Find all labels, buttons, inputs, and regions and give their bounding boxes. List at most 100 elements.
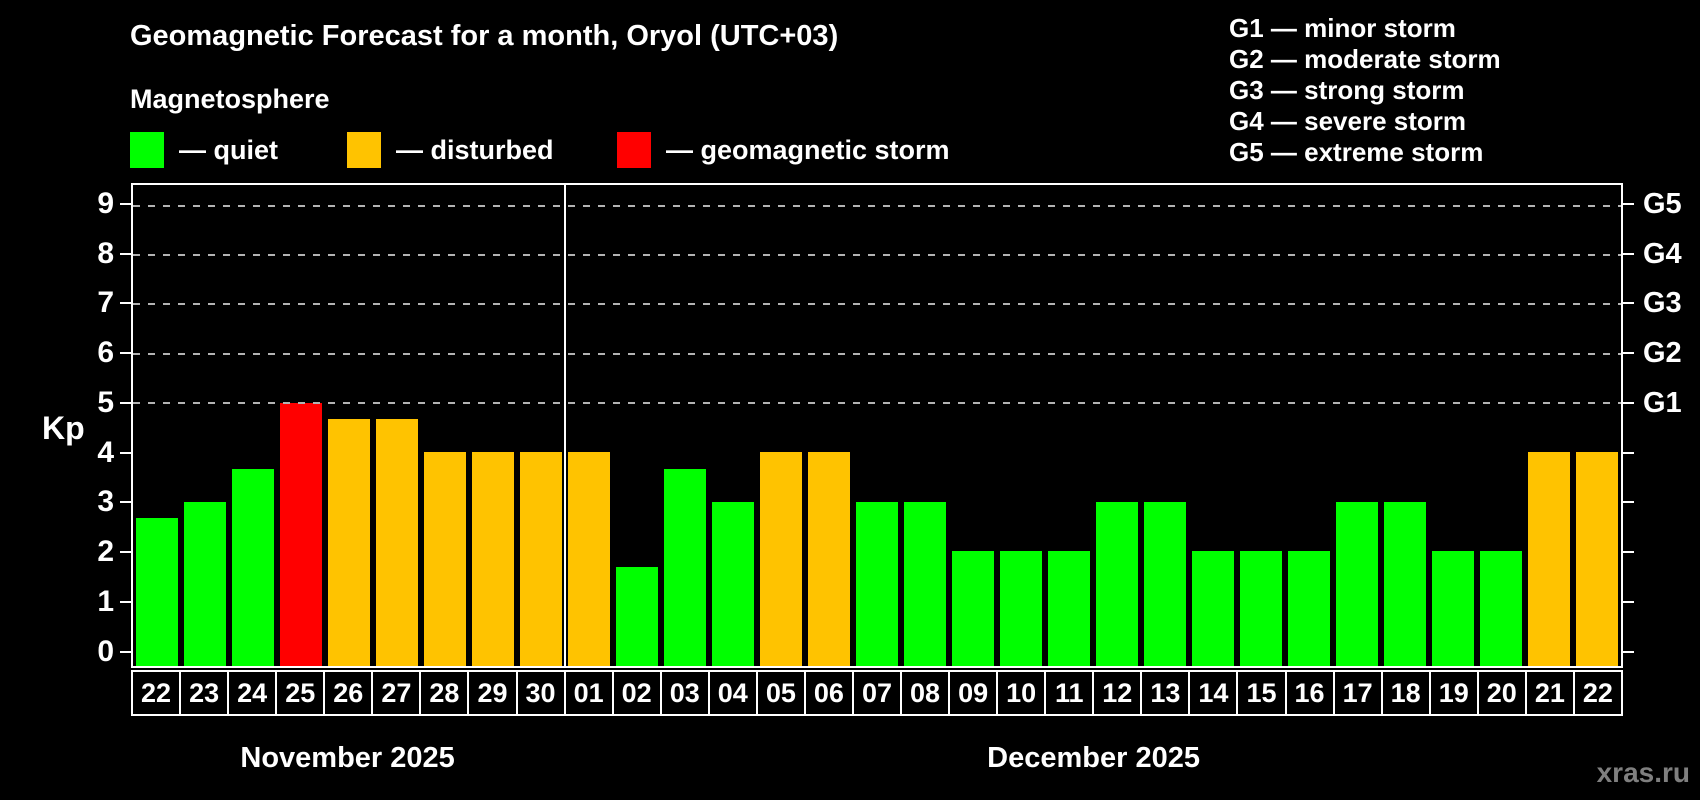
day-slot [517, 185, 565, 666]
kp-bar-storm [280, 403, 322, 666]
kp-bar-disturbed [1576, 452, 1618, 666]
left-tick-kp5 [120, 401, 131, 404]
day-label: 18 [1380, 670, 1431, 716]
day-label: 03 [659, 670, 710, 716]
day-label: 30 [515, 670, 566, 716]
day-label: 01 [563, 670, 614, 716]
day-label: 14 [1188, 670, 1239, 716]
day-label: 10 [996, 670, 1047, 716]
y-tick-label-9: 9 [97, 186, 114, 220]
day-label: 23 [179, 670, 230, 716]
kp-bar-quiet [1336, 501, 1378, 666]
right-axis-label-g3: G3 [1643, 287, 1682, 320]
day-slot [421, 185, 469, 666]
g-scale-line-4: G4 — severe storm [1229, 106, 1467, 136]
kp-bar-quiet [952, 551, 994, 666]
x-axis-day-labels: 22 23 24 25 26 27 28 29 30 01 02 03 04 05 06 07 08 09 10 11… [131, 670, 1623, 716]
day-label: 29 [467, 670, 518, 716]
day-label: 27 [371, 670, 422, 716]
gridline-kp5 [133, 402, 1621, 405]
left-tick-kp9 [120, 202, 131, 205]
day-slot [325, 185, 373, 666]
kp-bar-disturbed [328, 419, 370, 666]
right-axis-label-g2: G2 [1643, 337, 1682, 370]
day-label: 04 [707, 670, 758, 716]
right-tick-kp6 [1623, 352, 1634, 355]
month-label-2: December 2025 [987, 742, 1200, 774]
left-tick-kp8 [120, 252, 131, 255]
day-label: 11 [1044, 670, 1095, 716]
chart-subtitle: Magnetosphere [130, 84, 330, 114]
y-tick-label-6: 6 [97, 336, 114, 370]
kp-bar-disturbed [808, 452, 850, 666]
day-slot [277, 185, 325, 666]
legend-item-disturbed: — disturbed [347, 131, 554, 169]
kp-bar-quiet [616, 567, 658, 666]
day-slot [661, 185, 709, 666]
right-tick-kp2 [1623, 551, 1634, 554]
day-label: 12 [1092, 670, 1143, 716]
legend-label: — geomagnetic storm [666, 134, 950, 165]
disturbed-swatch-icon [347, 132, 381, 168]
gridline-kp9 [133, 204, 1621, 207]
left-tick-kp1 [120, 600, 131, 603]
y-tick-label-5: 5 [97, 385, 114, 419]
day-slot [1285, 185, 1333, 666]
right-tick-kp3 [1623, 501, 1634, 504]
left-tick-kp0 [120, 650, 131, 653]
g-scale-line-2: G2 — moderate storm [1229, 44, 1501, 74]
day-label: 25 [275, 670, 326, 716]
day-label: 13 [1140, 670, 1191, 716]
day-slot [901, 185, 949, 666]
g-scale-legend: G1 — minor storm G2 — moderate storm G3 — … [1229, 13, 1501, 168]
gridline-kp6 [133, 352, 1621, 355]
y-axis-title: Kp [42, 410, 85, 446]
day-slot [949, 185, 997, 666]
day-slot [1573, 185, 1621, 666]
gridline-kp7 [133, 303, 1621, 306]
watermark: xras.ru [1596, 757, 1690, 788]
y-tick-label-0: 0 [97, 634, 114, 668]
g-scale-line-1: G1 — minor storm [1229, 13, 1456, 43]
kp-bar-disturbed [472, 452, 514, 666]
kp-bar-quiet [1432, 551, 1474, 666]
day-label: 21 [1524, 670, 1575, 716]
plot-area [131, 183, 1623, 668]
day-slot [1189, 185, 1237, 666]
day-slot [1333, 185, 1381, 666]
day-slot [1381, 185, 1429, 666]
kp-bar-quiet [1384, 501, 1426, 666]
left-tick-kp3 [120, 501, 131, 504]
day-slot [997, 185, 1045, 666]
day-slot [1141, 185, 1189, 666]
kp-bar-quiet [232, 468, 274, 666]
day-slot [757, 185, 805, 666]
y-tick-label-7: 7 [97, 286, 114, 320]
day-label: 26 [323, 670, 374, 716]
kp-bar-quiet [184, 501, 226, 666]
day-slot [1429, 185, 1477, 666]
kp-bar-quiet [1480, 551, 1522, 666]
chart-title: Geomagnetic Forecast for a month, Oryol … [130, 20, 839, 52]
y-tick-label-1: 1 [97, 584, 114, 618]
right-axis-label-g1: G1 [1643, 386, 1682, 419]
kp-bar-quiet [1192, 551, 1234, 666]
g-scale-line-3: G3 — strong storm [1229, 75, 1465, 105]
day-slot [805, 185, 853, 666]
legend-label: — quiet [179, 134, 278, 165]
month-separator-line [564, 185, 566, 666]
left-tick-kp6 [120, 352, 131, 355]
day-slot [181, 185, 229, 666]
right-tick-kp4 [1623, 451, 1634, 454]
day-slot [469, 185, 517, 666]
day-slot [565, 185, 613, 666]
kp-bar-quiet [664, 468, 706, 666]
y-tick-label-8: 8 [97, 236, 114, 270]
kp-bar-quiet [904, 501, 946, 666]
day-slot [1045, 185, 1093, 666]
kp-bar-disturbed [1528, 452, 1570, 666]
day-label: 17 [1332, 670, 1383, 716]
day-slot [613, 185, 661, 666]
kp-bar-disturbed [760, 452, 802, 666]
